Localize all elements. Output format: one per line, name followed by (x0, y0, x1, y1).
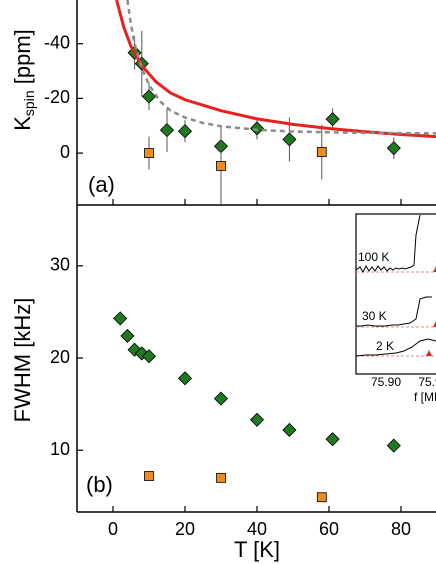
y-label-main: K (10, 116, 35, 131)
y-tick-label: 10 (50, 439, 70, 459)
inset-spectrum (355, 214, 421, 274)
data-point (325, 112, 340, 127)
inset-x-label: f [MH (414, 390, 436, 404)
data-point (216, 161, 226, 171)
y-tick-label: -40 (44, 32, 70, 52)
x-tick-label: 80 (391, 519, 411, 539)
inset-frame (355, 213, 436, 375)
data-point (316, 492, 327, 503)
x-tick-label: 40 (247, 519, 267, 539)
data-point (386, 438, 401, 453)
inset-tick-label: 75.9 (418, 375, 436, 389)
x-tick-label: 60 (319, 519, 339, 539)
inset-marker (426, 350, 432, 356)
data-point (282, 422, 297, 438)
x-axis-label: T [K] (234, 537, 280, 562)
inset: 100 K 30 K 2 K 75.90 75.9 f [MH (355, 213, 436, 404)
inset-label: 30 K (362, 309, 387, 323)
data-point (141, 349, 157, 364)
data-point (249, 121, 265, 136)
y-tick-label: 20 (50, 347, 70, 367)
data-point (213, 391, 229, 406)
panel-a (115, 0, 436, 205)
data-point (177, 371, 193, 386)
inset-spectrum (355, 338, 436, 357)
fit-line (115, 0, 436, 139)
y-tick-label: 30 (50, 255, 70, 275)
x-tick-label: 0 (108, 519, 118, 539)
inset-marker (433, 266, 436, 272)
inset-spectrum (356, 296, 432, 327)
data-point (120, 328, 135, 343)
y-axis-label: FWHM [kHz] (10, 298, 35, 423)
data-point (316, 147, 327, 157)
data-point (159, 123, 175, 138)
inset-label: 100 K (358, 250, 389, 264)
y-label-sub: spin (21, 90, 37, 116)
data-point (177, 124, 193, 139)
y-tick-label: -20 (44, 87, 70, 107)
data-point (141, 89, 157, 104)
inset-tick-label: 75.90 (371, 375, 401, 389)
data-point (113, 311, 128, 326)
x-tick-label: 20 (175, 519, 195, 539)
data-point (144, 148, 154, 158)
fit-line (126, 0, 436, 135)
y-axis-label: Kspin [ppm] (10, 29, 37, 131)
panel-label: (b) (86, 472, 113, 497)
inset-marker (433, 321, 436, 327)
panel-b (113, 311, 401, 503)
panel-label: (a) (88, 172, 115, 197)
data-point (282, 132, 297, 147)
data-point (216, 472, 226, 483)
data-point (144, 471, 154, 481)
y-label-unit: [ppm] (10, 29, 35, 90)
data-point (386, 141, 401, 156)
data-point (325, 432, 340, 447)
y-tick-label: 0 (60, 142, 70, 162)
inset-label: 2 K (376, 339, 394, 353)
data-point (249, 412, 265, 427)
